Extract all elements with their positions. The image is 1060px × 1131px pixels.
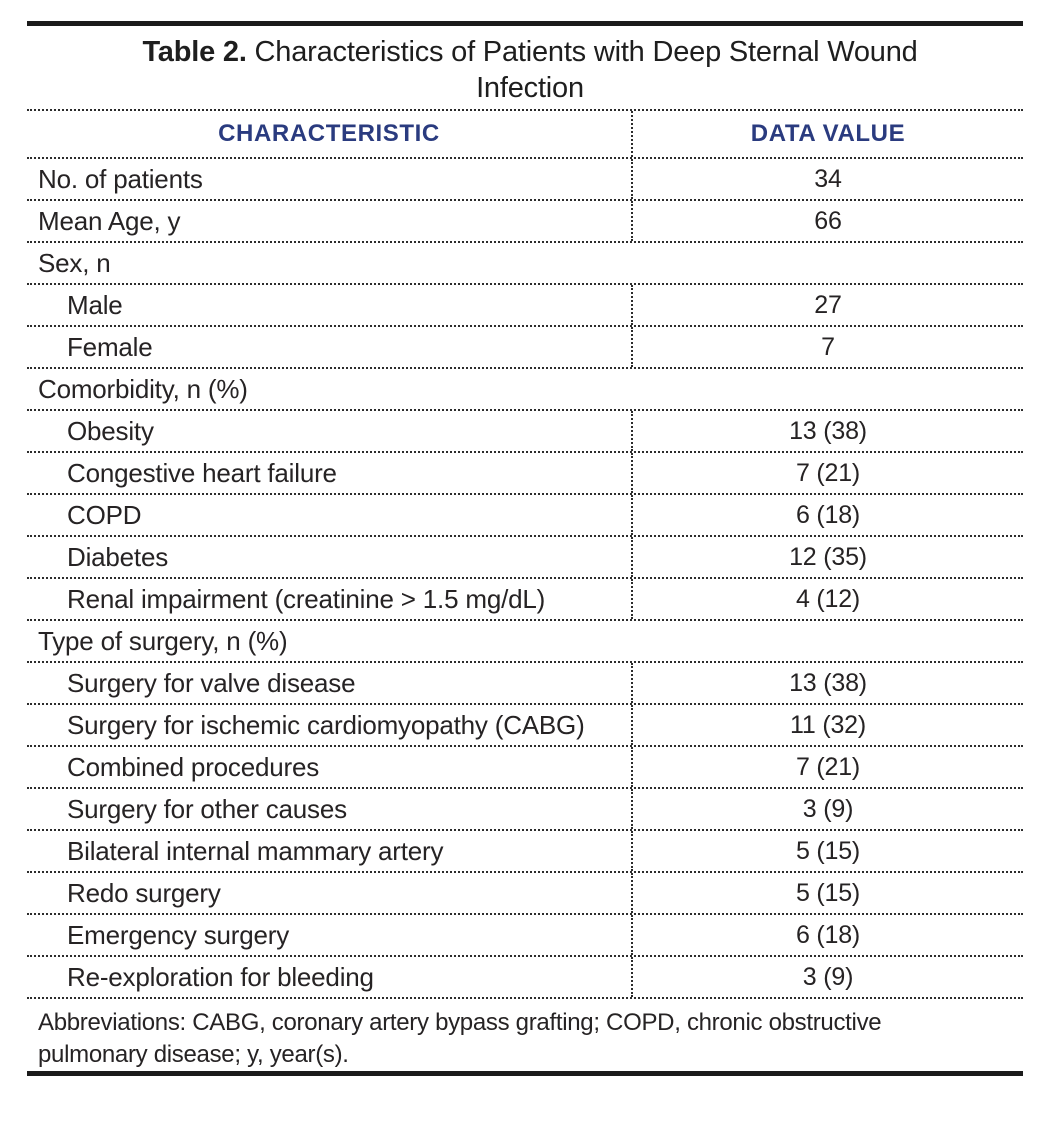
- characteristic-cell: Surgery for valve disease: [27, 663, 633, 703]
- value-cell: 7: [821, 332, 835, 361]
- table-row: Bilateral internal mammary artery 5 (15): [27, 831, 1023, 873]
- value-cell: 3 (9): [802, 962, 854, 991]
- characteristic-cell: Female: [27, 327, 633, 367]
- paper-table-figure: Table 2. Characteristics of Patients wit…: [0, 21, 1060, 1131]
- table-row: COPD 6 (18): [27, 495, 1023, 537]
- table-title-number: Table 2.: [142, 36, 247, 68]
- table-section-row: Comorbidity, n (%): [27, 369, 1023, 411]
- value-cell: 13 (38): [789, 416, 867, 445]
- characteristic-cell: Diabetes: [27, 537, 633, 577]
- value-cell: 5 (15): [795, 878, 861, 907]
- table-row: Surgery for valve disease 13 (38): [27, 663, 1023, 705]
- bottom-rule: [27, 1071, 1023, 1076]
- value-cell: 7 (21): [795, 458, 861, 487]
- value-cell: 66: [814, 206, 842, 235]
- characteristic-cell: Redo surgery: [27, 873, 633, 913]
- characteristics-table: CHARACTERISTIC DATA VALUE No. of patient…: [27, 109, 1023, 999]
- table-row: Re-exploration for bleeding 3 (9): [27, 957, 1023, 999]
- table-section-row: Sex, n: [27, 243, 1023, 285]
- value-cell: 13 (38): [789, 668, 867, 697]
- characteristic-cell: Male: [27, 285, 633, 325]
- value-cell: 4 (12): [795, 584, 861, 613]
- header-data-value: DATA VALUE: [750, 120, 906, 147]
- characteristic-cell: Emergency surgery: [27, 915, 633, 955]
- table-row: Male 27: [27, 285, 1023, 327]
- characteristic-cell: Surgery for ischemic cardiomyopathy (CAB…: [27, 705, 633, 745]
- table-row: Congestive heart failure 7 (21): [27, 453, 1023, 495]
- table-row: Surgery for other causes 3 (9): [27, 789, 1023, 831]
- table-row: Redo surgery 5 (15): [27, 873, 1023, 915]
- table-row: Surgery for ischemic cardiomyopathy (CAB…: [27, 705, 1023, 747]
- header-characteristic: CHARACTERISTIC: [27, 111, 633, 157]
- characteristic-cell: Mean Age, y: [27, 201, 633, 241]
- table-row: Female 7: [27, 327, 1023, 369]
- section-label: Comorbidity, n (%): [38, 373, 248, 404]
- table-section-row: Type of surgery, n (%): [27, 621, 1023, 663]
- section-label: Type of surgery, n (%): [38, 625, 288, 656]
- value-cell: 6 (18): [795, 500, 861, 529]
- value-cell: 27: [814, 290, 842, 319]
- table-row: Obesity 13 (38): [27, 411, 1023, 453]
- characteristic-cell: Surgery for other causes: [27, 789, 633, 829]
- top-rule: [27, 21, 1023, 26]
- characteristic-cell: Renal impairment (creatinine > 1.5 mg/dL…: [27, 579, 633, 619]
- table-row: Emergency surgery 6 (18): [27, 915, 1023, 957]
- value-cell: 5 (15): [795, 836, 861, 865]
- table-row: Diabetes 12 (35): [27, 537, 1023, 579]
- characteristic-cell: COPD: [27, 495, 633, 535]
- value-cell: 11 (32): [790, 710, 866, 739]
- characteristic-cell: No. of patients: [27, 159, 633, 199]
- table-title-text: Characteristics of Patients with Deep St…: [254, 36, 918, 104]
- table-row: Combined procedures 7 (21): [27, 747, 1023, 789]
- table-row: No. of patients 34: [27, 159, 1023, 201]
- characteristic-cell: Congestive heart failure: [27, 453, 633, 493]
- table-row: Renal impairment (creatinine > 1.5 mg/dL…: [27, 579, 1023, 621]
- table-title: Table 2. Characteristics of Patients wit…: [140, 34, 920, 106]
- table-header-row: CHARACTERISTIC DATA VALUE: [27, 109, 1023, 159]
- section-label: Sex, n: [38, 247, 111, 278]
- characteristic-cell: Combined procedures: [27, 747, 633, 787]
- value-cell: 6 (18): [795, 920, 861, 949]
- value-cell: 34: [814, 164, 842, 193]
- characteristic-cell: Re-exploration for bleeding: [27, 957, 633, 997]
- table-row: Mean Age, y 66: [27, 201, 1023, 243]
- characteristic-cell: Bilateral internal mammary artery: [27, 831, 633, 871]
- value-cell: 12 (35): [789, 542, 867, 571]
- value-cell: 7 (21): [795, 752, 861, 781]
- abbreviations-footnote: Abbreviations: CABG, coronary artery byp…: [38, 1009, 882, 1068]
- value-cell: 3 (9): [802, 794, 854, 823]
- characteristic-cell: Obesity: [27, 411, 633, 451]
